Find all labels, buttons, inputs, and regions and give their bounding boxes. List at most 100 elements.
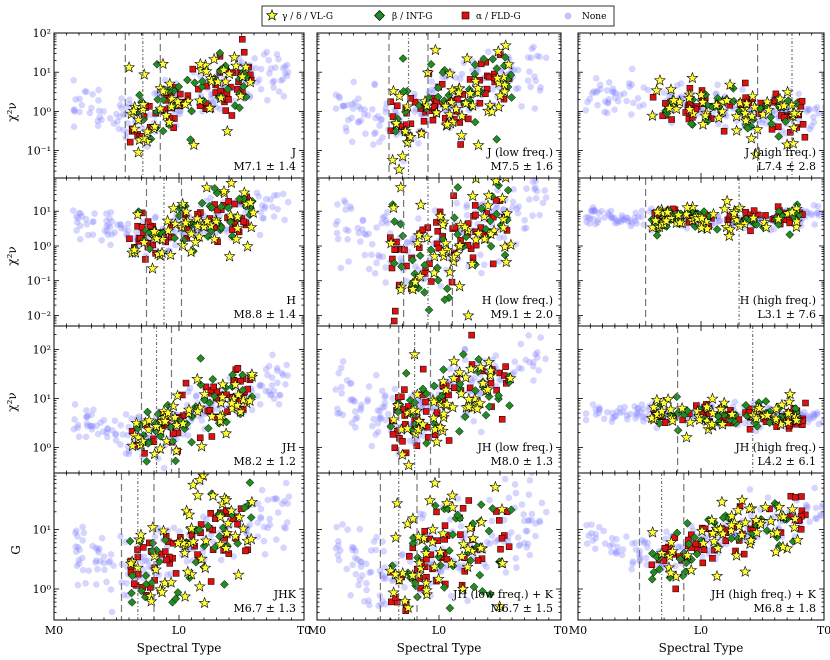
point-fldg — [431, 103, 438, 111]
point-vlg — [498, 240, 511, 253]
point-none — [79, 566, 87, 574]
point-vlg — [409, 275, 422, 288]
point-none — [604, 209, 612, 216]
point-none — [815, 110, 822, 117]
point-vlg — [443, 67, 456, 79]
point-none — [511, 358, 519, 366]
point-vlg — [789, 512, 802, 524]
point-none — [346, 380, 354, 387]
point-intg — [171, 594, 181, 604]
point-vlg — [232, 568, 245, 581]
point-vlg — [696, 96, 709, 108]
point-none — [266, 70, 273, 77]
point-none — [640, 418, 647, 425]
point-vlg — [481, 383, 494, 395]
ticks-layer: 10⁻¹10⁰10¹10²10⁻²10⁻¹10⁰10¹10⁰10¹10²10⁰1… — [27, 27, 830, 637]
point-vlg — [764, 514, 777, 527]
legend-circle-icon — [564, 12, 572, 20]
point-none — [123, 579, 130, 587]
point-vlg — [193, 473, 206, 486]
point-vlg — [231, 210, 244, 222]
point-none — [532, 178, 540, 185]
point-none — [337, 264, 345, 272]
point-none — [477, 251, 484, 259]
point-vlg — [191, 489, 204, 501]
point-fldg — [465, 115, 472, 123]
point-intg — [448, 530, 458, 539]
point-vlg — [224, 209, 237, 221]
point-fldg — [422, 408, 430, 415]
point-none — [355, 118, 363, 125]
point-none — [539, 199, 547, 207]
point-intg — [245, 478, 255, 487]
point-none — [343, 565, 351, 573]
point-none — [260, 215, 267, 222]
point-vlg — [402, 601, 415, 613]
point-none — [91, 210, 98, 217]
point-none — [532, 351, 539, 358]
panel-points — [332, 39, 550, 175]
point-none — [207, 95, 215, 103]
point-none — [825, 502, 830, 509]
point-vlg — [420, 588, 434, 600]
point-none — [100, 553, 108, 560]
point-none — [495, 258, 503, 265]
point-intg — [199, 541, 209, 551]
point-intg — [460, 412, 470, 422]
point-none — [595, 404, 603, 411]
point-none — [203, 516, 210, 523]
point-vlg — [182, 407, 195, 419]
point-intg — [433, 275, 443, 285]
point-none — [628, 111, 635, 118]
point-none — [373, 259, 380, 267]
point-none — [118, 104, 125, 112]
point-vlg — [214, 410, 227, 422]
point-none — [530, 363, 537, 370]
point-none — [146, 111, 153, 119]
point-fldg — [234, 520, 241, 528]
point-vlg — [163, 116, 176, 128]
point-vlg — [735, 493, 749, 506]
point-none — [105, 221, 112, 229]
point-none — [274, 205, 282, 213]
point-none — [357, 105, 364, 113]
point-fldg — [387, 98, 394, 105]
point-none — [589, 208, 597, 215]
point-none — [381, 403, 388, 411]
point-vlg — [744, 534, 758, 546]
point-none — [265, 388, 272, 395]
point-none — [375, 253, 383, 261]
point-vlg — [471, 86, 484, 98]
point-none — [514, 209, 522, 217]
point-none — [537, 84, 544, 91]
point-vlg — [223, 67, 236, 80]
point-vlg — [458, 220, 472, 233]
point-fldg — [497, 545, 504, 553]
point-fldg — [237, 378, 244, 385]
point-intg — [453, 183, 463, 192]
point-fldg — [182, 379, 190, 387]
point-vlg — [730, 110, 743, 122]
point-none — [533, 187, 541, 195]
point-none — [382, 416, 390, 424]
point-vlg — [179, 590, 192, 602]
point-none — [74, 421, 82, 429]
point-vlg — [228, 50, 241, 63]
legend-star-icon — [265, 9, 279, 21]
point-none — [357, 558, 364, 565]
point-intg — [426, 59, 436, 69]
point-vlg — [788, 521, 801, 533]
point-none — [335, 93, 343, 100]
point-none — [614, 219, 621, 227]
point-vlg — [404, 130, 417, 143]
point-vlg — [667, 94, 680, 106]
point-none — [613, 535, 620, 543]
point-none — [815, 420, 823, 428]
point-none — [618, 214, 626, 222]
point-vlg — [387, 84, 400, 97]
point-none — [103, 227, 111, 235]
point-intg — [414, 283, 423, 293]
point-none — [772, 512, 779, 519]
point-intg — [485, 216, 495, 226]
point-none — [223, 228, 231, 235]
